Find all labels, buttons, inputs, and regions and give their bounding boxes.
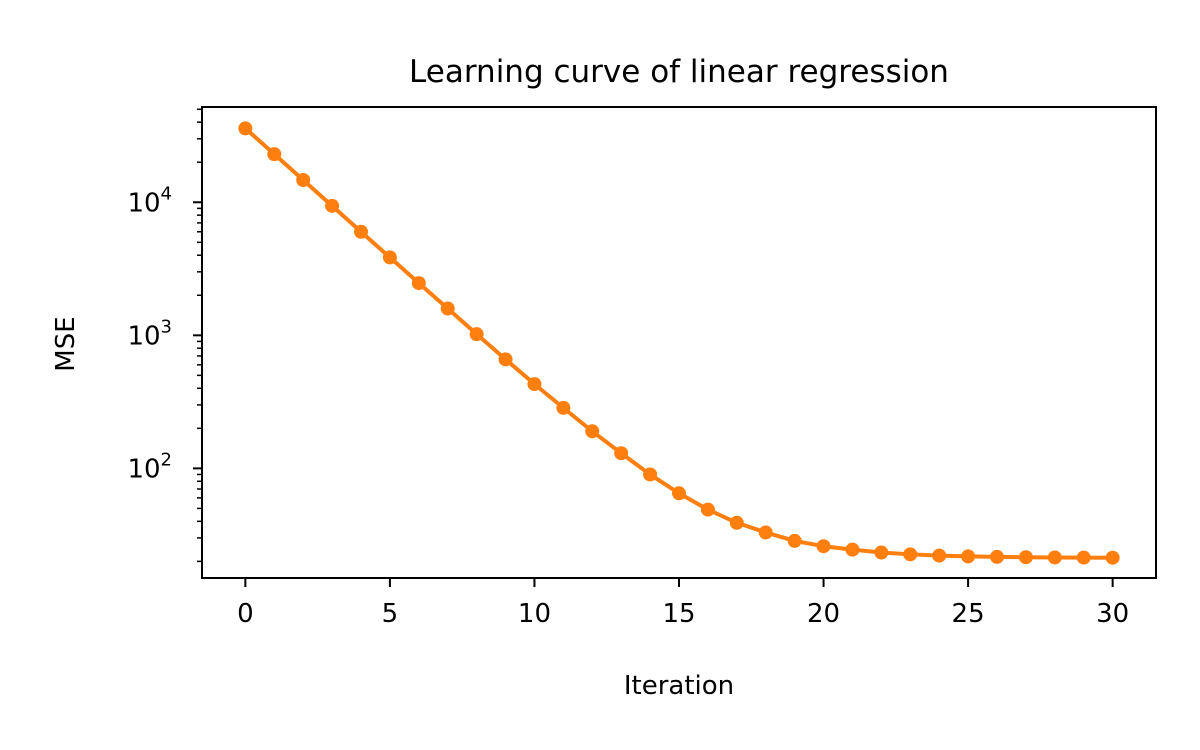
data-point [874, 545, 889, 560]
data-point [643, 467, 658, 482]
y-axis-label: MSE [51, 316, 81, 371]
data-point [961, 549, 976, 564]
x-tick-label: 10 [518, 599, 551, 629]
y-tick-label: 103 [127, 316, 172, 351]
data-point [700, 502, 715, 517]
data-point [556, 400, 571, 415]
data-point [614, 446, 629, 461]
data-point [498, 352, 513, 367]
data-point [787, 533, 802, 548]
data-point [816, 539, 831, 554]
x-tick-label: 25 [952, 599, 985, 629]
data-point [758, 525, 773, 540]
y-tick-label: 102 [127, 449, 172, 484]
axes-layer: 0 5 10 15 20 25 30 102 103 104 [127, 106, 1157, 629]
data-point [932, 548, 947, 563]
data-point [440, 301, 455, 316]
data-point [267, 147, 282, 162]
data-point [1018, 550, 1033, 565]
data-point [585, 424, 600, 439]
data-point [354, 224, 368, 239]
data-point [672, 486, 686, 501]
data-point [469, 327, 484, 342]
data-point [527, 377, 542, 392]
data-point [845, 542, 860, 557]
data-point [990, 549, 1004, 564]
data-point [238, 121, 253, 136]
chart-title: Learning curve of linear regression [409, 54, 949, 90]
y-tick-label: 104 [127, 183, 172, 218]
data-point [325, 198, 340, 213]
data-point [296, 173, 311, 188]
x-axis-label: Iteration [624, 671, 734, 701]
data-point [1105, 550, 1120, 565]
x-tick-label: 20 [807, 599, 840, 629]
x-tick-label: 5 [382, 599, 399, 629]
x-tick-label: 0 [237, 599, 254, 629]
plot-layer [238, 121, 1120, 565]
data-point [1076, 550, 1091, 565]
x-tick-label: 15 [662, 599, 695, 629]
data-point [1047, 550, 1062, 565]
data-point [382, 250, 397, 265]
data-point [729, 515, 744, 530]
data-point [903, 547, 918, 562]
data-point [411, 276, 426, 291]
x-tick-label: 30 [1096, 599, 1129, 629]
